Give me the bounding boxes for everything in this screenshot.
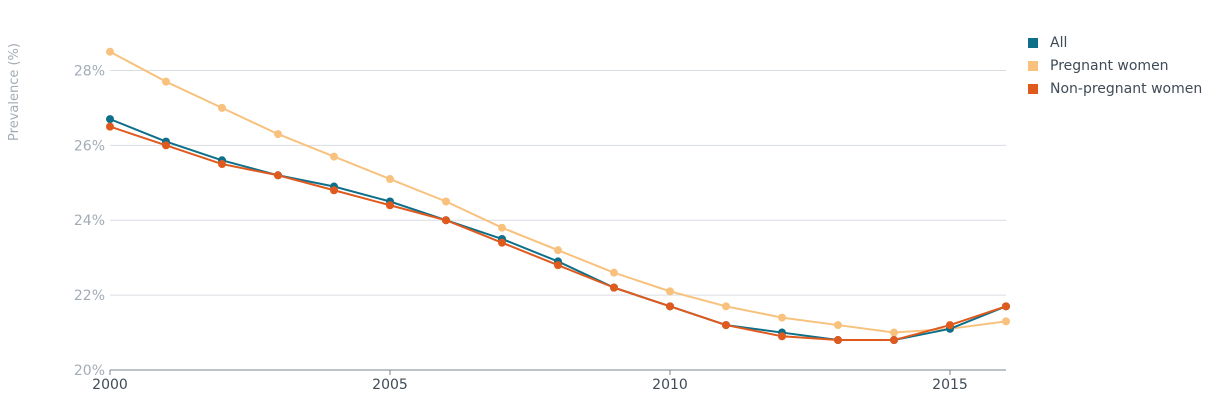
data-point <box>778 313 786 322</box>
data-point <box>162 141 170 150</box>
legend-item: Non-pregnant women <box>1028 77 1202 100</box>
data-point <box>890 336 898 345</box>
data-point <box>946 321 954 330</box>
legend-label: Pregnant women <box>1050 57 1169 74</box>
data-point <box>666 287 674 296</box>
legend-label: Non-pregnant women <box>1050 80 1203 97</box>
data-point <box>554 261 562 270</box>
legend-item: Pregnant women <box>1028 54 1202 77</box>
data-point <box>330 152 338 161</box>
legend: All Pregnant women Non-pregnant women <box>1028 31 1202 100</box>
y-tick-label: 20% <box>74 363 105 379</box>
data-point <box>274 171 282 180</box>
data-point <box>778 332 786 341</box>
data-point <box>386 201 394 210</box>
x-tick-label: 2015 <box>932 377 968 393</box>
y-axis-label: Prevalence (%) <box>7 43 22 141</box>
y-tick-label: 24% <box>74 213 105 229</box>
data-point <box>442 216 450 225</box>
data-point <box>722 302 730 311</box>
y-tick-label: 28% <box>74 63 105 79</box>
data-point <box>890 328 898 337</box>
data-point <box>218 160 226 169</box>
x-tick-label: 2010 <box>652 377 688 393</box>
legend-item: All <box>1028 31 1202 54</box>
data-point <box>498 223 506 232</box>
data-point <box>610 268 618 277</box>
x-tick-label: 2005 <box>372 377 408 393</box>
data-point <box>386 175 394 184</box>
data-point <box>610 283 618 292</box>
series-line <box>109 50 1007 334</box>
legend-swatch <box>1028 60 1038 71</box>
legend-label: All <box>1050 34 1068 51</box>
data-point <box>498 238 506 247</box>
data-point <box>106 47 114 56</box>
data-point <box>330 186 338 195</box>
data-point <box>554 246 562 255</box>
y-tick-label: 22% <box>74 288 105 304</box>
x-tick-label: 2000 <box>92 377 128 393</box>
y-tick-label: 26% <box>74 138 105 154</box>
legend-swatch <box>1028 37 1038 48</box>
data-point <box>834 321 842 330</box>
data-point <box>834 336 842 345</box>
data-point <box>666 302 674 311</box>
data-point <box>106 115 114 124</box>
data-point <box>442 197 450 206</box>
data-point <box>1002 317 1010 326</box>
data-point <box>218 103 226 112</box>
series-line <box>109 118 1007 342</box>
data-point <box>1002 302 1010 311</box>
data-point <box>162 77 170 86</box>
series-line <box>109 125 1007 342</box>
data-point <box>722 321 730 330</box>
data-point <box>274 130 282 139</box>
legend-swatch <box>1028 83 1038 94</box>
data-point <box>106 122 114 131</box>
